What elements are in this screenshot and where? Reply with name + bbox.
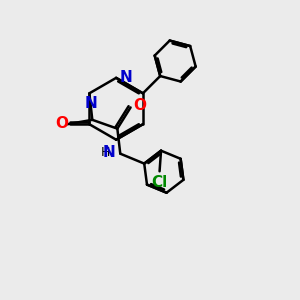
Text: O: O <box>55 116 68 131</box>
Text: O: O <box>134 98 146 113</box>
Text: Cl: Cl <box>152 175 168 190</box>
Text: H: H <box>100 146 110 159</box>
Text: N: N <box>85 96 97 111</box>
Text: N: N <box>103 145 116 160</box>
Text: N: N <box>120 70 132 86</box>
